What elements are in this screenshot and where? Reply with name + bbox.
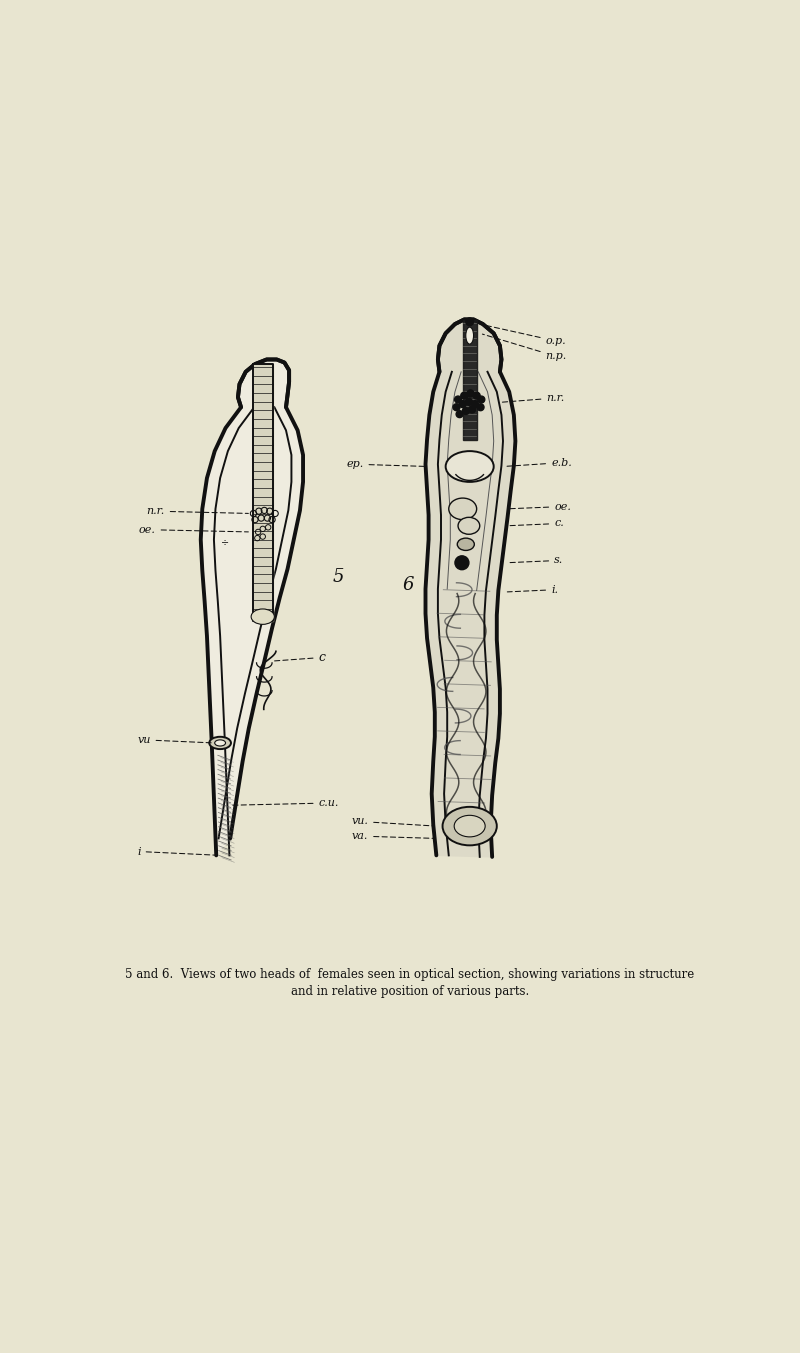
Ellipse shape <box>466 327 474 344</box>
Circle shape <box>473 392 480 399</box>
Circle shape <box>454 396 462 403</box>
Circle shape <box>472 400 478 407</box>
Text: 5: 5 <box>333 568 344 586</box>
Circle shape <box>466 398 472 406</box>
Circle shape <box>456 411 463 418</box>
Text: n.r.: n.r. <box>146 506 248 517</box>
Circle shape <box>467 390 474 396</box>
Polygon shape <box>462 321 477 440</box>
Circle shape <box>478 396 485 403</box>
Text: vu: vu <box>138 735 211 746</box>
Polygon shape <box>201 360 303 855</box>
Ellipse shape <box>210 737 231 750</box>
Text: o.p.: o.p. <box>482 325 566 346</box>
Text: e.b.: e.b. <box>506 457 572 468</box>
Circle shape <box>461 392 468 399</box>
Text: s.: s. <box>509 556 563 566</box>
Ellipse shape <box>454 816 485 838</box>
Circle shape <box>455 556 469 570</box>
Circle shape <box>466 318 474 326</box>
Ellipse shape <box>458 517 480 534</box>
Ellipse shape <box>251 609 274 624</box>
Text: and in relative position of various parts.: and in relative position of various part… <box>291 985 529 999</box>
Circle shape <box>469 406 475 413</box>
Text: c.: c. <box>509 518 564 529</box>
Text: $\div$: $\div$ <box>220 537 230 547</box>
Circle shape <box>453 403 460 411</box>
Text: c: c <box>272 651 326 664</box>
Ellipse shape <box>214 740 226 746</box>
Ellipse shape <box>442 806 497 846</box>
Text: oe.: oe. <box>509 502 571 511</box>
Text: 6: 6 <box>402 576 414 594</box>
Text: vu.: vu. <box>351 816 434 827</box>
Text: ep.: ep. <box>346 459 426 469</box>
Circle shape <box>459 400 466 407</box>
Text: i.: i. <box>507 584 558 595</box>
Text: va.: va. <box>352 831 434 842</box>
Text: n.r.: n.r. <box>499 392 565 403</box>
Ellipse shape <box>446 451 494 482</box>
Text: n.p.: n.p. <box>482 334 567 361</box>
Text: 5 and 6.  Views of two heads of  females seen in optical section, showing variat: 5 and 6. Views of two heads of females s… <box>126 969 694 981</box>
Text: oe.: oe. <box>138 525 248 534</box>
Polygon shape <box>426 319 515 856</box>
Text: c.u.: c.u. <box>230 798 339 808</box>
Ellipse shape <box>458 538 474 551</box>
Circle shape <box>462 407 470 414</box>
Circle shape <box>477 403 484 411</box>
Text: i: i <box>138 847 218 856</box>
Polygon shape <box>253 364 273 621</box>
Ellipse shape <box>449 498 477 520</box>
